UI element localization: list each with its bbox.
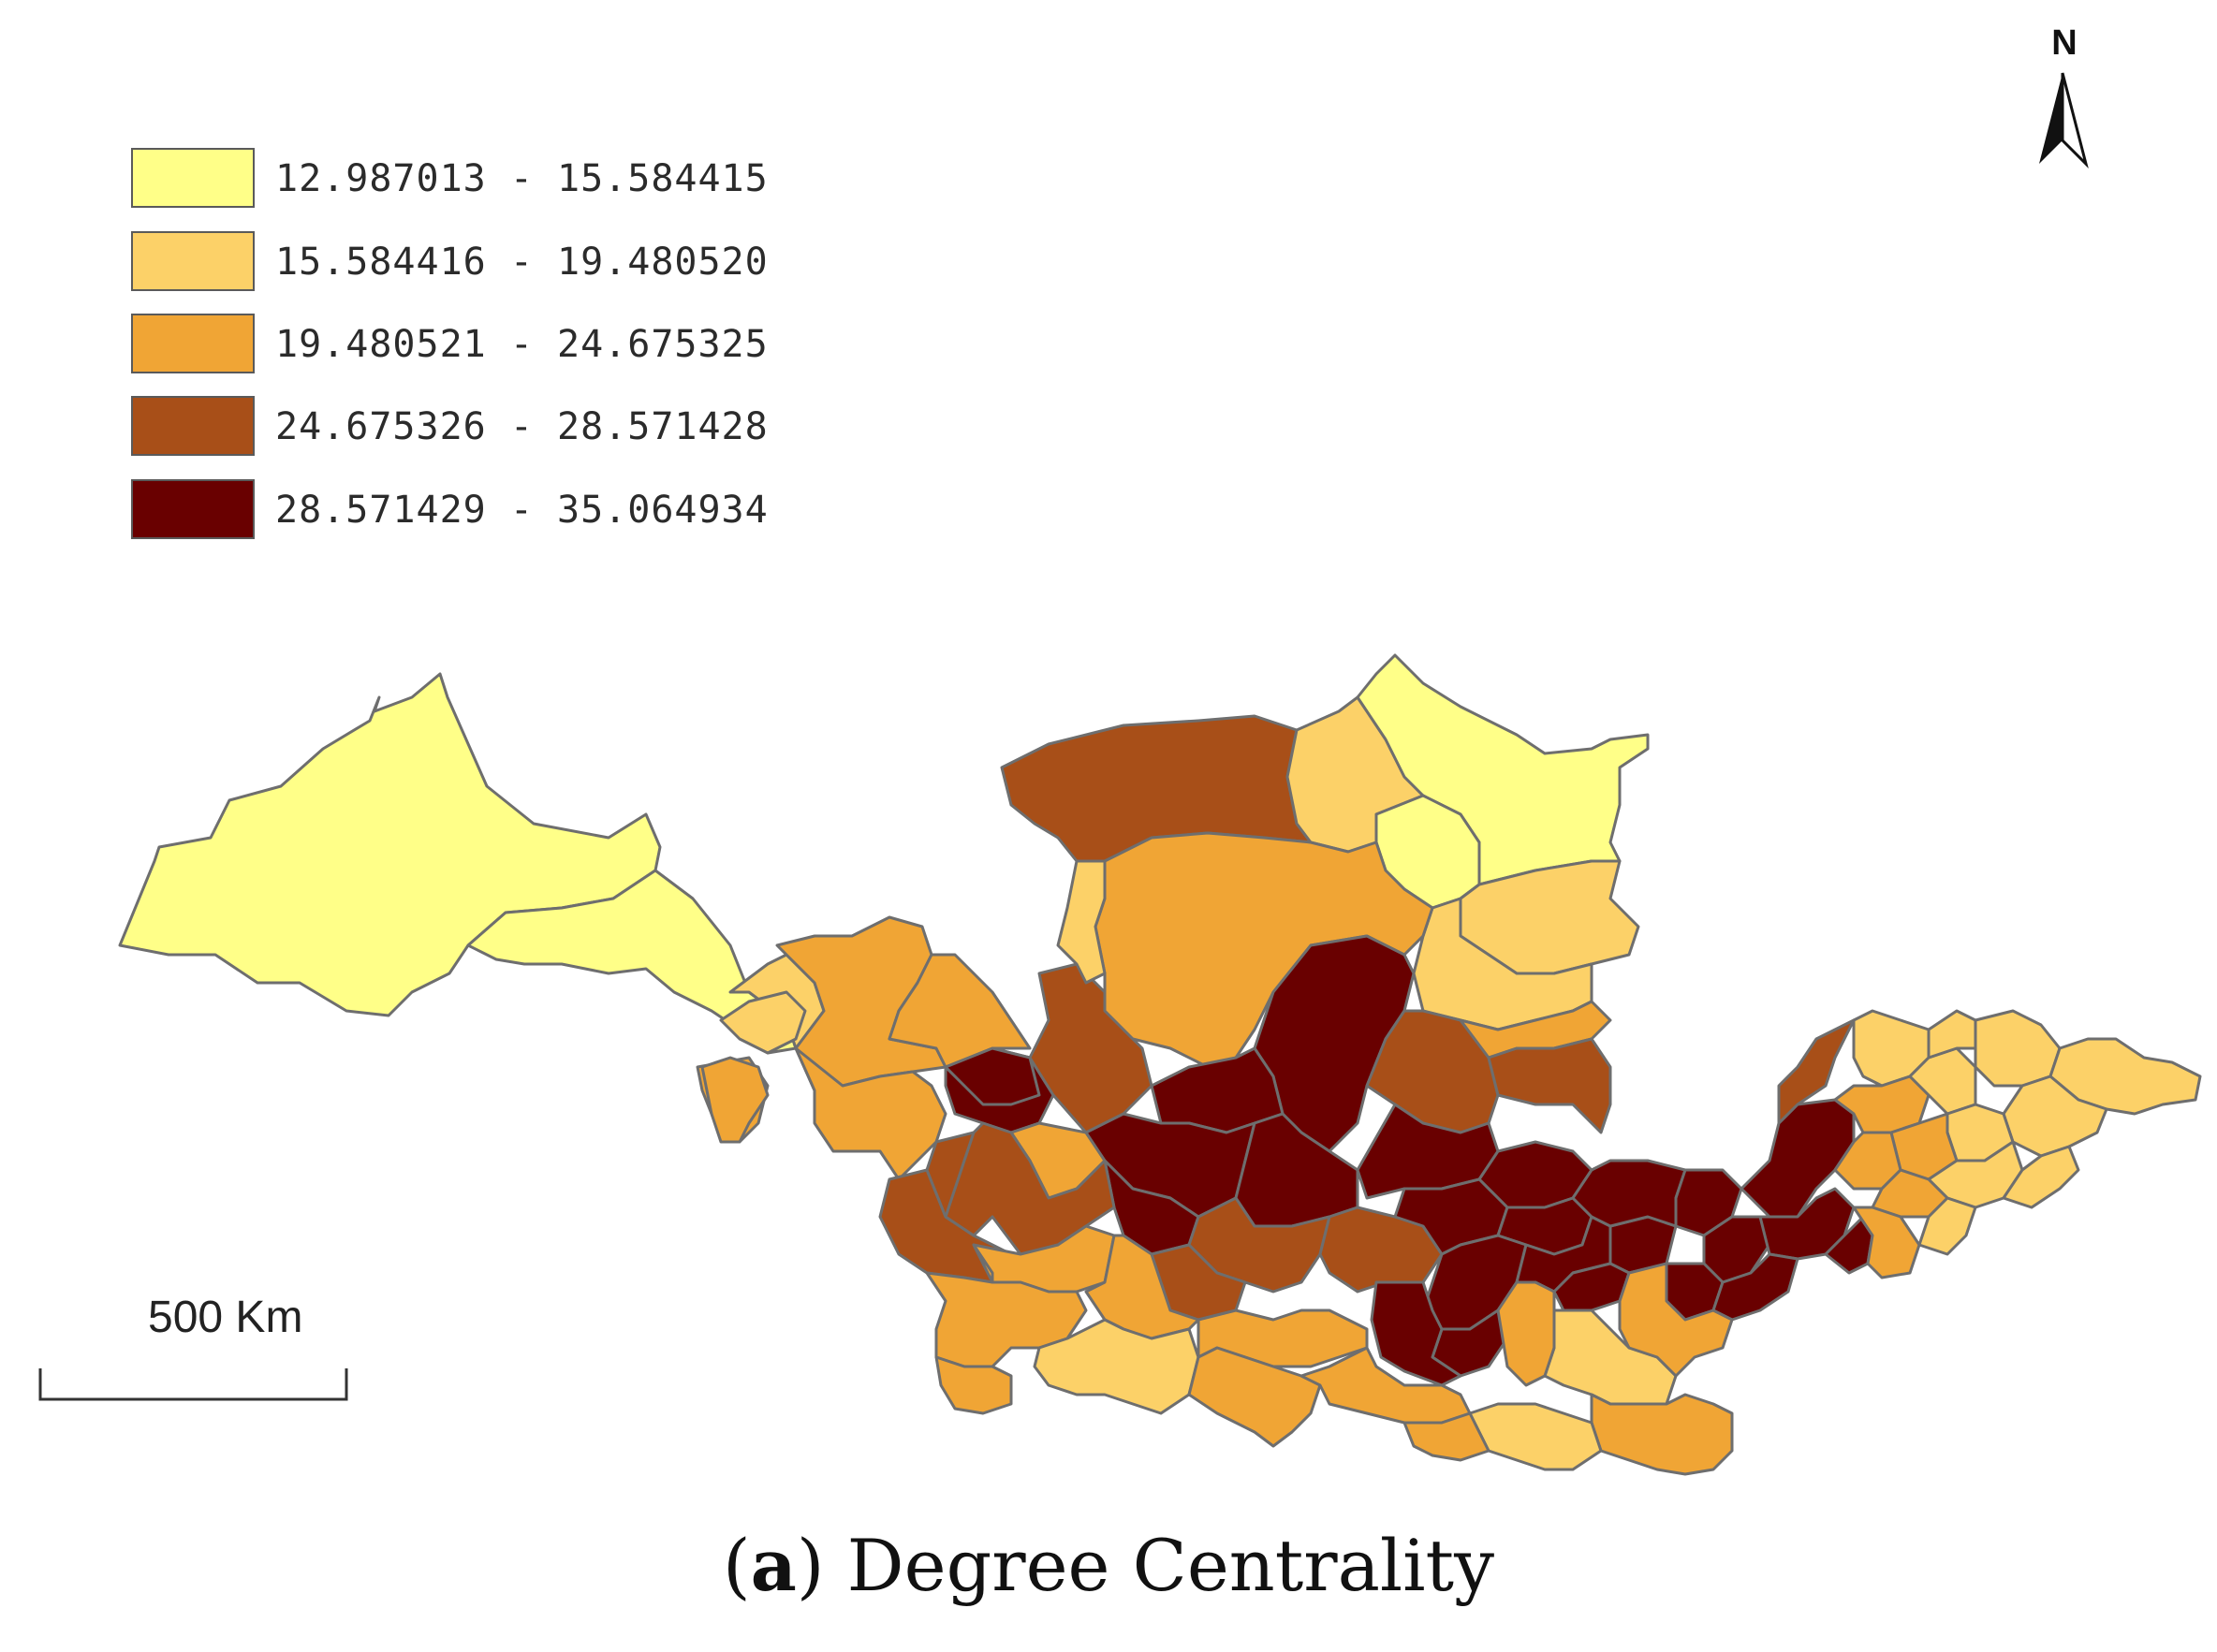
map-region <box>1927 1009 1977 1060</box>
map-region <box>1590 1393 1734 1476</box>
legend-item: 24.675326 - 28.571428 <box>131 396 786 458</box>
north-arrow: N <box>2027 23 2102 183</box>
map-region <box>1833 1075 1931 1134</box>
legend-item: 15.584416 - 19.480520 <box>131 231 786 293</box>
map-region <box>1028 962 1153 1134</box>
caption-text: Degree Centrality <box>846 1524 1495 1607</box>
scale-bar-label: 500 Km <box>148 1293 303 1342</box>
map-region <box>1777 1018 1856 1125</box>
map-region <box>1618 1262 1734 1378</box>
map-region <box>1711 1252 1799 1322</box>
map-region <box>1487 1037 1612 1134</box>
map-region <box>972 1243 994 1284</box>
map-region <box>118 672 662 1017</box>
map-region <box>1056 859 1107 985</box>
map-region <box>466 869 798 1055</box>
legend-label: 19.480521 - 24.675325 <box>275 323 769 366</box>
map-region <box>1496 1280 1556 1387</box>
legend-swatch <box>131 231 255 291</box>
map-region <box>700 1056 770 1144</box>
map-region <box>944 1046 1041 1106</box>
map-region <box>1974 1009 2062 1088</box>
legend-item: 12.987013 - 15.584415 <box>131 148 786 210</box>
legend-item: 28.571429 - 35.064934 <box>131 479 786 541</box>
legend-item: 19.480521 - 24.675325 <box>131 314 786 375</box>
north-arrow-icon <box>2039 72 2089 168</box>
map-region <box>1402 1411 1490 1462</box>
map-region <box>719 990 807 1055</box>
map-region <box>1299 1346 1472 1425</box>
caption-letter: a <box>750 1524 797 1607</box>
scale-bar-line <box>38 1368 348 1401</box>
map-region <box>1370 1280 1462 1387</box>
map-region <box>1852 1206 1921 1279</box>
map-region <box>1571 1159 1687 1228</box>
legend-swatch <box>131 479 255 539</box>
figure-caption: (a) Degree Centrality <box>722 1524 1495 1607</box>
map-region <box>934 1355 1013 1415</box>
map-region <box>1468 1402 1603 1471</box>
legend-swatch <box>131 314 255 373</box>
map-region <box>794 1046 947 1181</box>
legend-label: 12.987013 - 15.584415 <box>275 157 769 200</box>
legend-label: 24.675326 - 28.571428 <box>275 405 769 448</box>
legend-swatch <box>131 396 255 456</box>
north-letter: N <box>2051 23 2078 63</box>
map-region <box>1917 1196 1977 1256</box>
legend-label: 15.584416 - 19.480520 <box>275 241 769 284</box>
scale-bar: 500 Km <box>37 1292 356 1413</box>
map-region <box>2002 1145 2080 1209</box>
map-region <box>1187 1346 1322 1448</box>
legend-swatch <box>131 148 255 208</box>
legend-label: 28.571429 - 35.064934 <box>275 489 769 532</box>
